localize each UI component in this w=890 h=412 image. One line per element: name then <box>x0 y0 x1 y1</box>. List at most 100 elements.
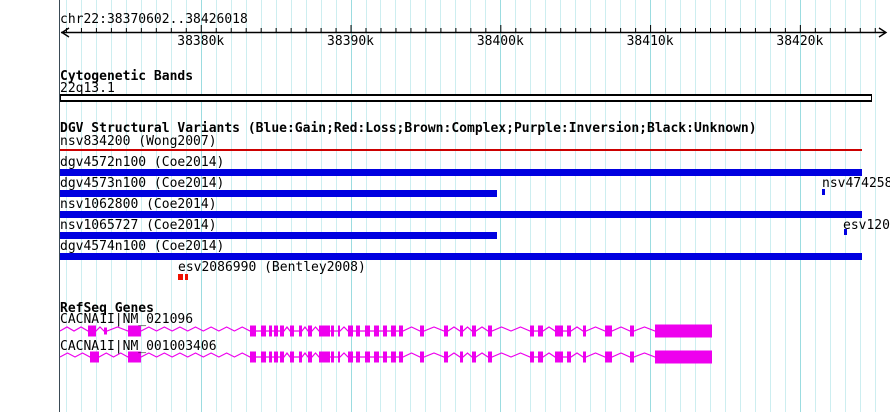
gene-exon-CACNA1I-NM_021096[interactable] <box>128 325 141 337</box>
gene-exon-CACNA1I-NM_021096[interactable] <box>383 325 387 337</box>
variant-bar-nsv474258[interactable] <box>822 189 825 195</box>
gene-exon-CACNA1I-NM_001003406[interactable] <box>555 351 563 363</box>
gene-exon-CACNA1I-NM_001003406[interactable] <box>383 351 387 363</box>
gridline <box>260 0 262 412</box>
gridline-major <box>799 0 801 412</box>
variant-mark-esv2086990[interactable] <box>185 274 188 280</box>
gene-exon-CACNA1I-NM_001003406[interactable] <box>269 351 272 363</box>
gridline <box>680 0 682 412</box>
gene-exon-CACNA1I-NM_021096[interactable] <box>567 325 571 337</box>
gene-exon-CACNA1I-NM_021096[interactable] <box>374 325 379 337</box>
gene-exon-CACNA1I-NM_021096[interactable] <box>88 325 96 337</box>
gene-exon-CACNA1I-NM_001003406[interactable] <box>280 351 284 363</box>
gene-exon-CACNA1I-NM_021096[interactable] <box>444 325 448 337</box>
gene-exon-CACNA1I-NM_021096[interactable] <box>420 325 424 337</box>
gene-exon-CACNA1I-NM_021096[interactable] <box>472 325 476 337</box>
gridline <box>395 0 397 412</box>
variant-bar-dgv4572n100[interactable] <box>60 169 862 176</box>
gridline <box>425 0 427 412</box>
gene-exon-CACNA1I-NM_001003406[interactable] <box>299 351 302 363</box>
cytoband-rect[interactable] <box>60 94 872 102</box>
gridline <box>709 0 711 412</box>
variant-bar-nsv1065727[interactable] <box>60 232 497 239</box>
gene-exon-CACNA1I-NM_021096[interactable] <box>583 325 586 337</box>
gridline-major <box>200 0 202 412</box>
refseq-genes-header: RefSeq Genes <box>60 301 154 316</box>
gene-exon-CACNA1I-NM_021096[interactable] <box>538 325 543 337</box>
gridline <box>739 0 741 412</box>
gridline <box>410 0 412 412</box>
gene-exon-CACNA1I-NM_001003406[interactable] <box>538 351 543 363</box>
ruler-coordinate-label: 38390k <box>327 34 375 49</box>
ruler-coordinate-label: 38380k <box>177 34 225 49</box>
gene-exon-CACNA1I-NM_001003406[interactable] <box>374 351 379 363</box>
gene-exon-CACNA1I-NM_021096[interactable] <box>299 325 302 337</box>
gene-exon-CACNA1I-NM_001003406[interactable] <box>308 351 312 363</box>
variant-bar-esv12093[interactable] <box>844 229 847 235</box>
gene-exon-CACNA1I-NM_021096[interactable] <box>280 325 284 337</box>
cytoband-label: 22q13.1 <box>60 81 115 96</box>
gridline <box>874 0 876 412</box>
gene-exon-CACNA1I-NM_001003406[interactable] <box>472 351 476 363</box>
gridline <box>380 0 382 412</box>
gridline-major <box>500 0 502 412</box>
gridline <box>590 0 592 412</box>
gene-exon-CACNA1I-NM_001003406[interactable] <box>356 351 360 363</box>
ruler-coordinate-label: 38410k <box>626 34 674 49</box>
gene-exon-CACNA1I-NM_021096[interactable] <box>331 325 334 337</box>
gene-exon-CACNA1I-NM_021096[interactable] <box>250 325 256 337</box>
gridline <box>470 0 472 412</box>
variant-bar-dgv4574n100[interactable] <box>60 253 862 260</box>
variant-bar-nsv834200[interactable] <box>60 149 862 151</box>
gene-exon-CACNA1I-NM_001003406[interactable] <box>630 351 634 363</box>
gene-intron-line-CACNA1I-NM_021096[interactable] <box>59 326 712 332</box>
gene-exon-CACNA1I-NM_021096[interactable] <box>555 325 563 337</box>
gene-exon-CACNA1I-NM_001003406[interactable] <box>583 351 586 363</box>
gene-exon-CACNA1I-NM_001003406[interactable] <box>567 351 571 363</box>
variant-bar-dgv4573n100[interactable] <box>60 190 497 197</box>
gene-exon-CACNA1I-NM_021096[interactable] <box>356 325 360 337</box>
gene-exon-CACNA1I-NM_001003406[interactable] <box>420 351 424 363</box>
gene-exon-CACNA1I-NM_021096[interactable] <box>460 325 463 337</box>
gene-exon-CACNA1I-NM_001003406[interactable] <box>261 351 266 363</box>
gridline <box>110 0 112 412</box>
gridline-major <box>350 0 352 412</box>
gene-exon-CACNA1I-NM_001003406[interactable] <box>488 351 492 363</box>
gene-exon-CACNA1I-NM_021096[interactable] <box>399 325 403 337</box>
gene-exon-CACNA1I-NM_001003406[interactable] <box>444 351 448 363</box>
gridline <box>635 0 637 412</box>
gridline <box>305 0 307 412</box>
gridline <box>275 0 277 412</box>
gene-exon-CACNA1I-NM_021096[interactable] <box>488 325 492 337</box>
variant-label-dgv4572n100: dgv4572n100 (Coe2014) <box>60 155 225 170</box>
gridline <box>829 0 831 412</box>
variant-mark-esv2086990[interactable] <box>178 274 183 280</box>
gridline <box>844 0 846 412</box>
cytogenetic-bands-header: Cytogenetic Bands <box>60 69 194 84</box>
gene-exon-CACNA1I-NM_021096[interactable] <box>261 325 266 337</box>
gene-exon-CACNA1I-NM_021096[interactable] <box>104 327 107 335</box>
variant-label-nsv834200: nsv834200 (Wong2007) <box>60 134 217 149</box>
gridline <box>530 0 532 412</box>
variant-label-esv12093: esv12093 <box>843 218 890 233</box>
gridline <box>125 0 127 412</box>
gene-exon-CACNA1I-NM_001003406[interactable] <box>460 351 463 363</box>
gene-exon-CACNA1I-NM_021096[interactable] <box>655 324 712 338</box>
gene-exon-CACNA1I-NM_001003406[interactable] <box>250 351 256 363</box>
gene-exon-CACNA1I-NM_021096[interactable] <box>269 325 272 337</box>
gene-exon-CACNA1I-NM_001003406[interactable] <box>655 350 712 364</box>
gridline <box>65 0 67 412</box>
gene-exon-CACNA1I-NM_001003406[interactable] <box>338 351 340 363</box>
dgv-track-header: DGV Structural Variants (Blue:Gain;Red:L… <box>60 121 757 136</box>
gridline <box>769 0 771 412</box>
gene-exon-CACNA1I-NM_021096[interactable] <box>308 325 312 337</box>
gene-exon-CACNA1I-NM_001003406[interactable] <box>331 351 334 363</box>
gridline <box>724 0 726 412</box>
gene-exon-CACNA1I-NM_021096[interactable] <box>630 325 634 337</box>
variant-bar-nsv1062800[interactable] <box>60 211 862 218</box>
gridline <box>80 0 82 412</box>
gene-label-CACNA1I-NM_001003406: CACNA1I|NM_001003406 <box>60 339 217 354</box>
gene-exon-CACNA1I-NM_001003406[interactable] <box>399 351 403 363</box>
gene-exon-CACNA1I-NM_021096[interactable] <box>338 325 340 337</box>
gridline <box>754 0 756 412</box>
